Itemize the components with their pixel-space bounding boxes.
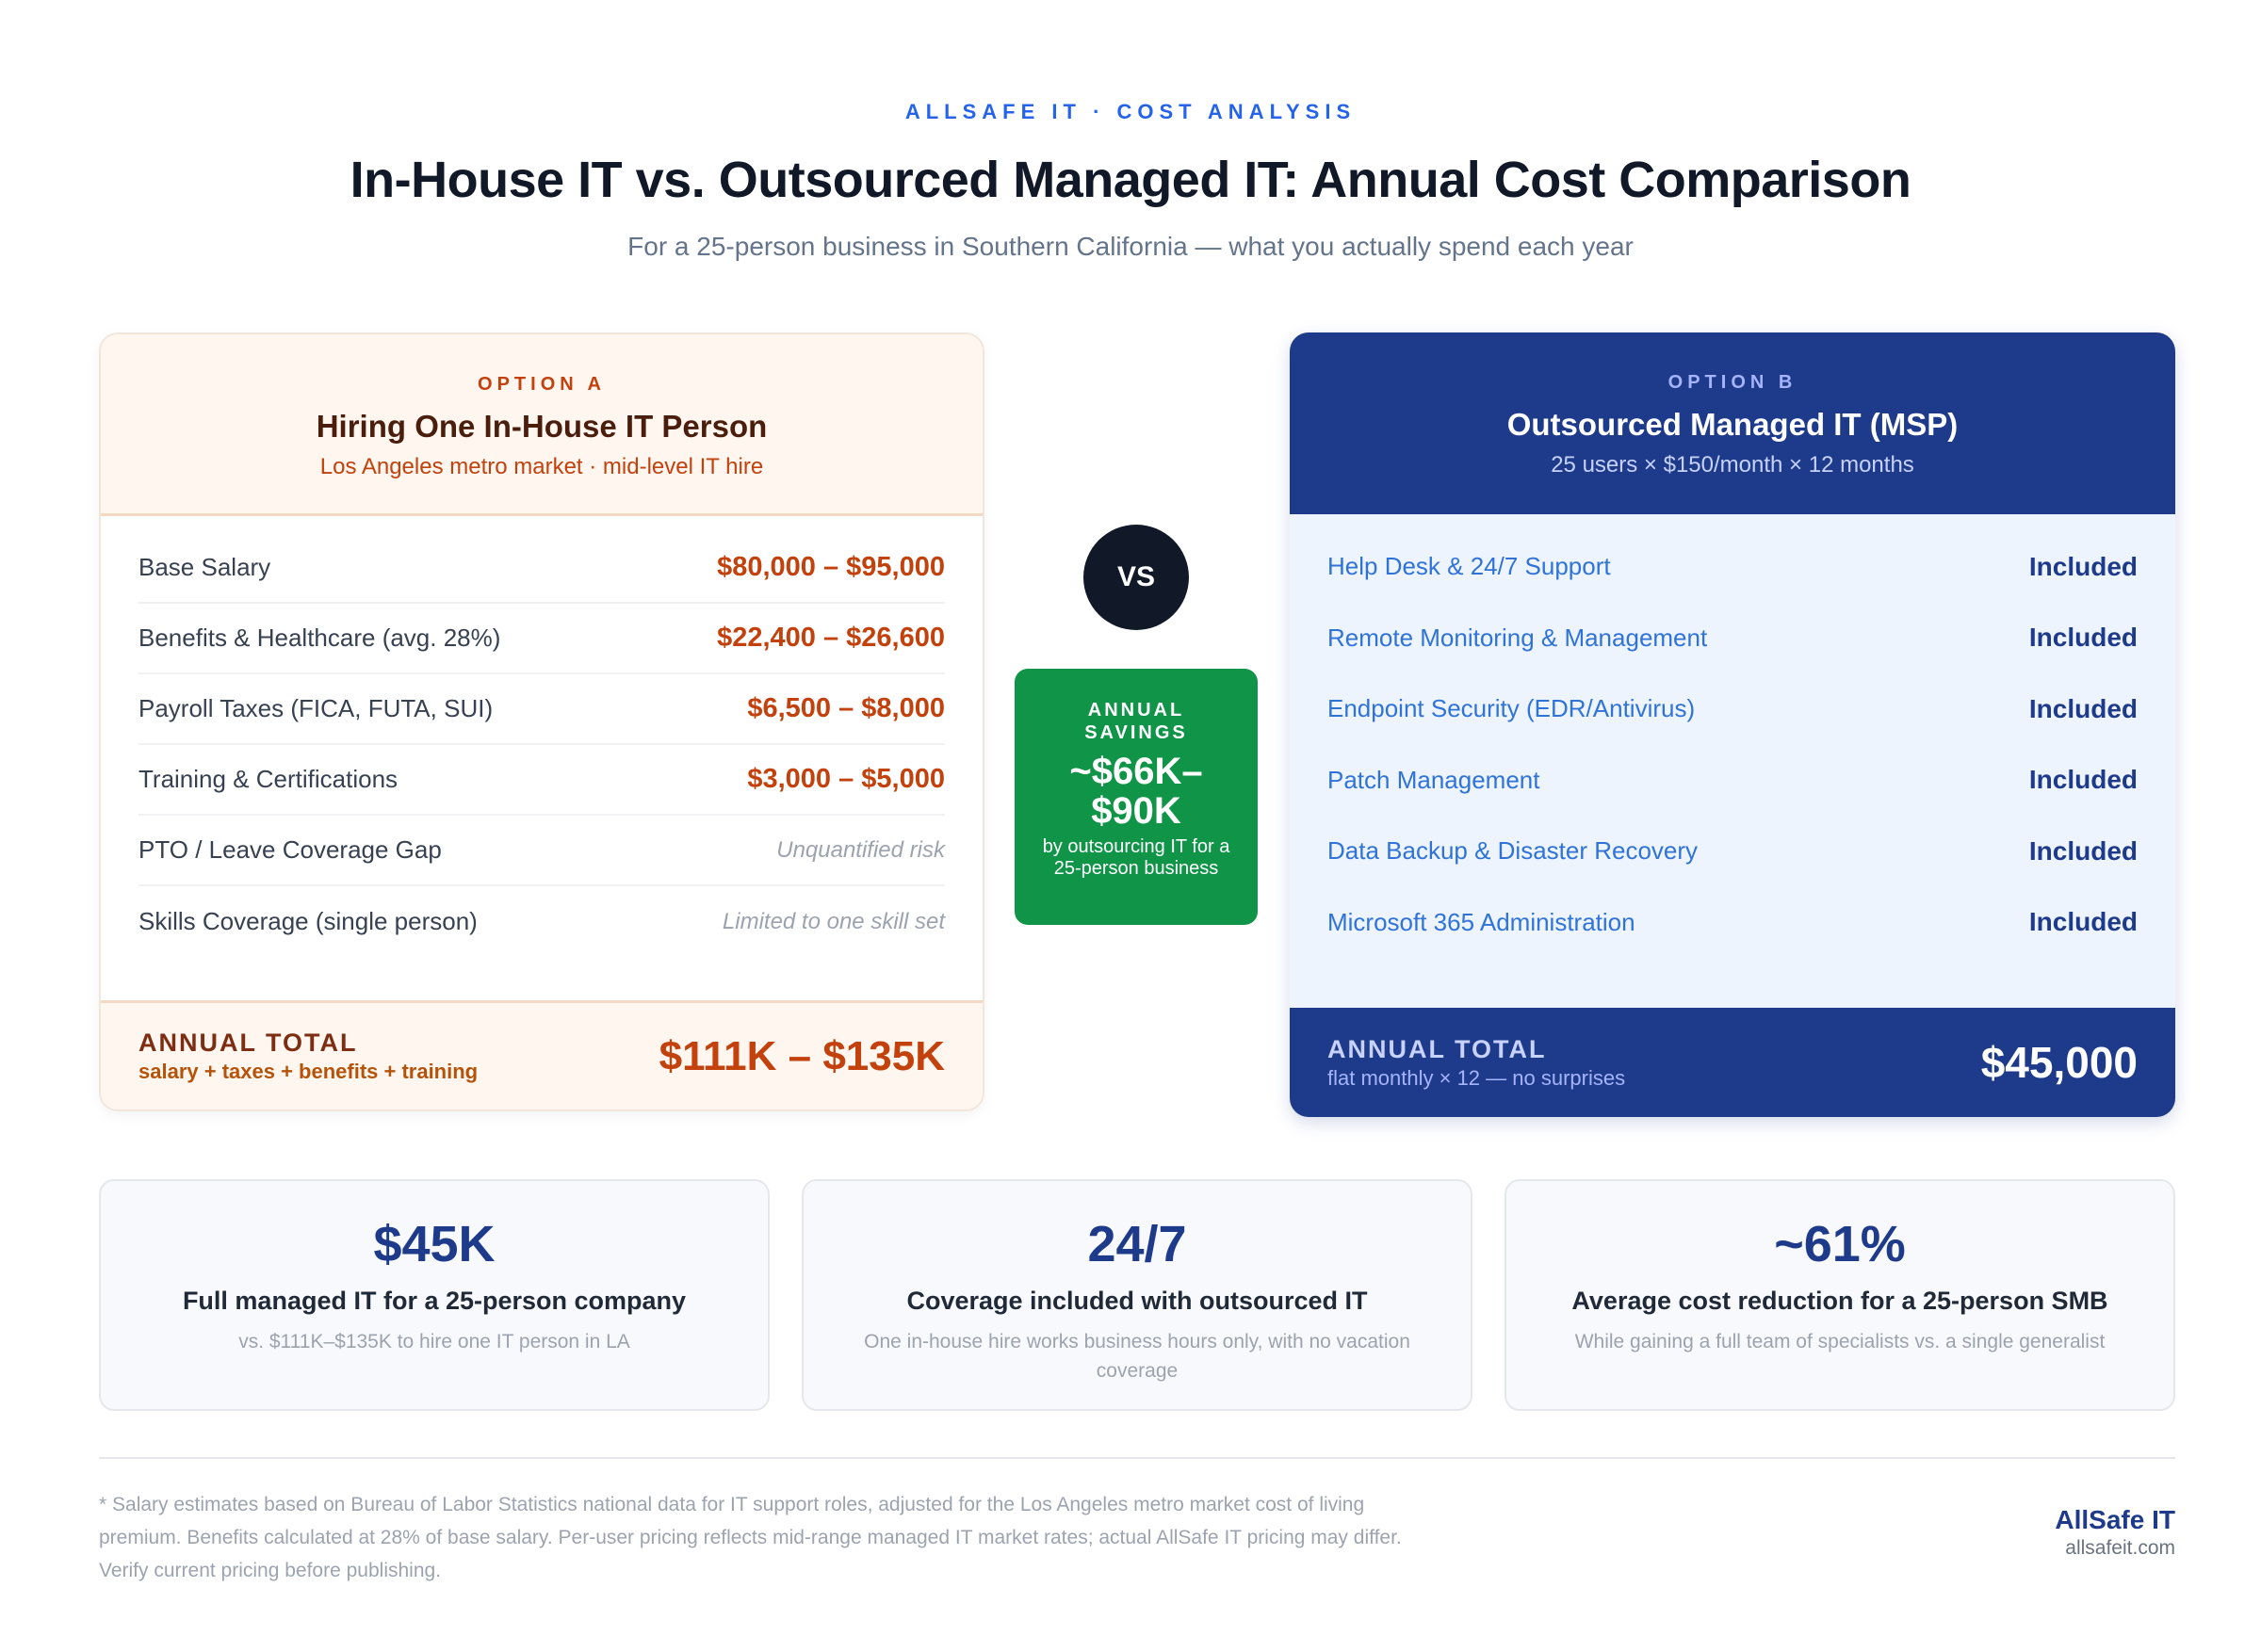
stat-card: ~61% Average cost reduction for a 25-per… <box>1505 1179 2175 1411</box>
cost-row-value: $22,400 – $26,600 <box>717 623 945 653</box>
cost-row: Payroll Taxes (FICA, FUTA, SUI) $6,500 –… <box>138 674 945 745</box>
service-row-label: Help Desk & 24/7 Support <box>1327 552 1611 581</box>
brand-block: AllSafe IT allsafeit.com <box>2055 1505 2175 1560</box>
cost-row: Benefits & Healthcare (avg. 28%) $22,400… <box>138 604 945 674</box>
stat-caption: Average cost reduction for a 25-person S… <box>1571 1287 2108 1315</box>
cost-row-label: Base Salary <box>138 553 271 581</box>
savings-label-line-2: SAVINGS <box>1084 722 1188 743</box>
service-row-value: Included <box>2028 693 2138 723</box>
stat-card: 24/7 Coverage included with outsourced I… <box>802 1179 1472 1411</box>
footnote: * Salary estimates based on Bureau of La… <box>99 1494 1402 1581</box>
option-a-title: Hiring One In-House IT Person <box>316 409 768 444</box>
option-b-rows: Help Desk & 24/7 Support Included Remote… <box>1290 514 2175 958</box>
service-row-value: Included <box>2028 765 2138 795</box>
option-b-total-sub: flat monthly × 12 — no surprises <box>1327 1065 1626 1090</box>
savings-value-line-2: $90K <box>1091 790 1181 832</box>
service-row-label: Remote Monitoring & Management <box>1327 623 1708 652</box>
savings-description: by outsourcing IT for a 25-person busine… <box>1042 836 1230 879</box>
cost-row: Base Salary $80,000 – $95,000 <box>138 533 945 604</box>
option-a-total-value: $111K – $135K <box>659 1032 945 1079</box>
service-row: Patch Management Included <box>1327 745 2138 817</box>
stat-description: While gaining a full team of specialists… <box>1574 1331 2106 1352</box>
option-b-title: Outsourced Managed IT (MSP) <box>1506 407 1959 442</box>
page-subtitle: For a 25-person business in Southern Cal… <box>627 232 1634 261</box>
option-a-header: OPTION A Hiring One In-House IT Person L… <box>101 334 983 516</box>
stat-description: vs. $111K–$135K to hire one IT person in… <box>238 1331 630 1352</box>
option-b-total-label: ANNUAL TOTAL <box>1327 1034 1547 1063</box>
cost-row-value: Limited to one skill set <box>722 908 945 934</box>
cost-row-value: $80,000 – $95,000 <box>717 552 945 582</box>
service-row-value: Included <box>2028 907 2138 937</box>
stat-value: 24/7 <box>1087 1216 1187 1272</box>
cost-row: PTO / Leave Coverage Gap Unquantified ri… <box>138 816 945 886</box>
option-a-card: OPTION A Hiring One In-House IT Person L… <box>99 332 984 1111</box>
savings-value-line-1: ~$66K– <box>1069 751 1203 792</box>
stat-card: $45K Full managed IT for a 25-person com… <box>99 1179 770 1411</box>
service-row-label: Endpoint Security (EDR/Antivirus) <box>1327 694 1696 723</box>
savings-label-line-1: ANNUAL <box>1087 700 1185 721</box>
option-b-card: OPTION B Outsourced Managed IT (MSP) 25 … <box>1290 332 2175 1117</box>
service-row-value: Included <box>2028 551 2138 581</box>
service-row-label: Patch Management <box>1327 765 1540 794</box>
brand-url[interactable]: allsafeit.com <box>2065 1537 2175 1559</box>
service-row: Microsoft 365 Administration Included <box>1327 887 2138 959</box>
option-b-total: ANNUAL TOTAL flat monthly × 12 — no surp… <box>1290 1008 2175 1117</box>
service-row-value: Included <box>2028 623 2138 653</box>
cost-row-label: Training & Certifications <box>138 765 399 793</box>
cost-row-label: PTO / Leave Coverage Gap <box>138 835 442 864</box>
service-row-label: Data Backup & Disaster Recovery <box>1327 836 1699 866</box>
cost-row-value: $3,000 – $5,000 <box>747 764 945 794</box>
stat-caption: Coverage included with outsourced IT <box>906 1287 1368 1315</box>
option-a-total: ANNUAL TOTAL salary + taxes + benefits +… <box>101 1000 983 1109</box>
option-b-subtitle: 25 users × $150/month × 12 months <box>1551 452 1914 478</box>
service-row-value: Included <box>2028 835 2138 866</box>
option-b-total-value: $45,000 <box>1980 1038 2138 1087</box>
option-a-total-label: ANNUAL TOTAL <box>138 1028 358 1057</box>
service-row: Endpoint Security (EDR/Antivirus) Includ… <box>1327 673 2138 745</box>
stat-value: $45K <box>373 1216 496 1272</box>
cost-row-value: $6,500 – $8,000 <box>747 693 945 723</box>
vs-badge: VS <box>1083 525 1189 630</box>
cost-row-value: Unquantified risk <box>776 836 945 863</box>
option-a-label: OPTION A <box>478 374 606 395</box>
brand-name: AllSafe IT <box>2055 1505 2175 1534</box>
option-a-rows: Base Salary $80,000 – $95,000 Benefits &… <box>101 516 983 957</box>
cost-row: Skills Coverage (single person) Limited … <box>138 886 945 957</box>
footer-divider <box>99 1457 2175 1459</box>
option-a-subtitle: Los Angeles metro market · mid-level IT … <box>319 454 764 479</box>
option-b-header: OPTION B Outsourced Managed IT (MSP) 25 … <box>1290 332 2175 514</box>
service-row-label: Microsoft 365 Administration <box>1327 907 1635 936</box>
stat-description: One in-house hire works business hours o… <box>864 1331 1410 1382</box>
service-row: Help Desk & 24/7 Support Included <box>1327 531 2138 603</box>
service-row: Remote Monitoring & Management Included <box>1327 603 2138 674</box>
eyebrow: ALLSAFE IT · COST ANALYSIS <box>904 100 1357 123</box>
stat-caption: Full managed IT for a 25-person company <box>182 1287 687 1315</box>
service-row: Data Backup & Disaster Recovery Included <box>1327 816 2138 887</box>
cost-row-label: Skills Coverage (single person) <box>138 907 478 935</box>
page-title: In-House IT vs. Outsourced Managed IT: A… <box>350 152 1911 208</box>
savings-badge: ANNUAL SAVINGS ~$66K– $90K by outsourcin… <box>1015 669 1258 925</box>
cost-row: Training & Certifications $3,000 – $5,00… <box>138 745 945 816</box>
stat-value: ~61% <box>1774 1216 1906 1272</box>
option-a-total-sub: salary + taxes + benefits + training <box>138 1060 479 1083</box>
option-b-label: OPTION B <box>1667 372 1797 393</box>
cost-row-label: Payroll Taxes (FICA, FUTA, SUI) <box>138 694 494 722</box>
cost-row-label: Benefits & Healthcare (avg. 28%) <box>138 624 501 652</box>
